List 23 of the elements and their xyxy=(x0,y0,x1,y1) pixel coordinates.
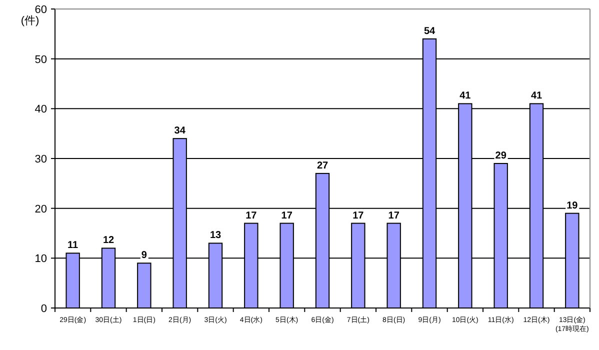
data-label: 17 xyxy=(352,210,364,222)
y-tick-label: 20 xyxy=(34,203,47,216)
y-axis-title: (件) xyxy=(20,15,40,27)
data-label: 19 xyxy=(566,200,578,212)
data-label: 41 xyxy=(530,90,542,102)
data-label: 17 xyxy=(246,210,258,222)
data-label: 12 xyxy=(102,235,114,246)
data-label: 9 xyxy=(141,250,148,262)
data-label: 13 xyxy=(210,230,222,242)
y-tick-label: 0 xyxy=(40,303,47,315)
data-label: 17 xyxy=(388,210,400,222)
y-tick-label: 40 xyxy=(34,104,47,116)
y-tick-label: 60 xyxy=(34,4,47,16)
data-label: 17 xyxy=(281,210,293,222)
y-tick-label: 50 xyxy=(34,54,47,66)
data-label: 41 xyxy=(460,90,472,102)
data-label: 29 xyxy=(495,150,507,162)
data-label: 54 xyxy=(424,26,436,37)
data-label: 34 xyxy=(174,126,186,137)
data-label: 27 xyxy=(316,160,328,172)
data-label: 11 xyxy=(68,240,79,252)
y-tick-label: 10 xyxy=(34,253,47,266)
y-tick-label: 30 xyxy=(34,154,47,166)
